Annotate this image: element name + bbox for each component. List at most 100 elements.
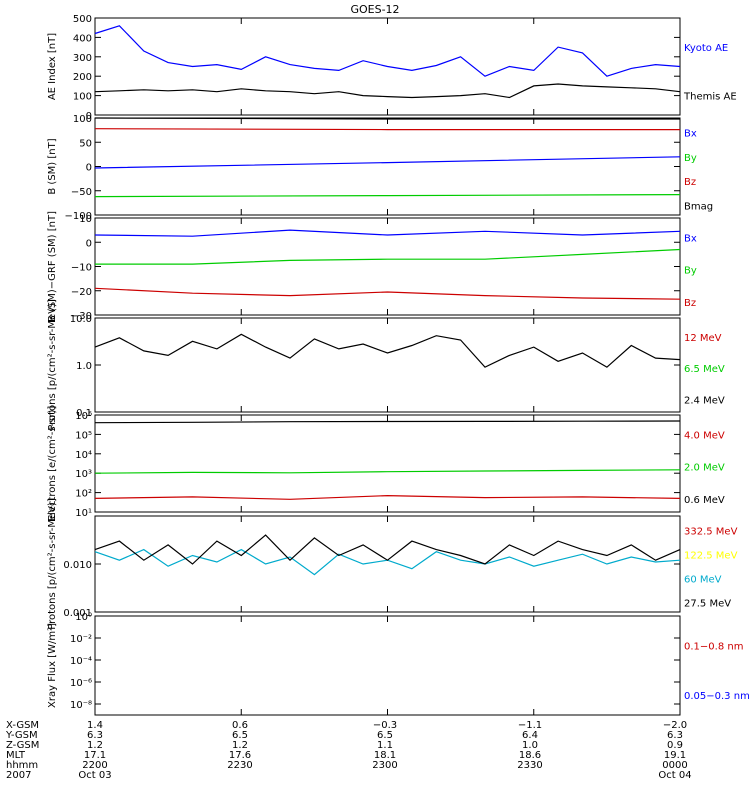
- y-tick-label: −100: [65, 211, 92, 222]
- series-line: [94, 333, 681, 368]
- series-line: [94, 229, 681, 237]
- panel-protons2: 0.001 0.010 Protons [p/(cm²-s-sr-MeV)] 332.…: [47, 498, 738, 630]
- series-line: [94, 548, 681, 576]
- legend-label: Bx: [684, 233, 697, 244]
- y-tick-label: 1.0: [76, 361, 92, 372]
- legend-label: 60 MeV: [684, 574, 722, 585]
- legend-label: 27.5 MeV: [684, 598, 731, 609]
- footer-value: 0.6: [232, 720, 248, 731]
- footer-value: 1.4: [87, 720, 103, 731]
- panel-frame: [94, 317, 681, 413]
- y-tick-label: 300: [73, 53, 92, 64]
- footer-value: 1.0: [522, 740, 538, 751]
- legend-label: 12 MeV: [684, 333, 722, 344]
- footer-value: 17.6: [229, 750, 251, 761]
- y-axis-label: AE Index [nT]: [47, 33, 58, 100]
- y-tick-label: 10⁻⁸: [70, 700, 92, 711]
- panel-protons1: 0.1 1.0 10.0 Protons [p/(cm²-s-sr-MeV)] 12 M…: [47, 299, 725, 431]
- y-tick-label: 100: [73, 114, 92, 125]
- y-tick-label: 0.001: [63, 608, 92, 619]
- footer-value: 18.6: [519, 750, 541, 761]
- series-line: [94, 194, 681, 198]
- y-axis-label: Electrons [e/(cm²-s-sr)]: [47, 406, 58, 522]
- legend-label: 2.4 MeV: [684, 395, 725, 406]
- series-line: [94, 287, 681, 300]
- y-tick-label: 100: [73, 92, 92, 103]
- footer-value: 1.2: [232, 740, 248, 751]
- y-tick-label: −50: [71, 187, 92, 198]
- y-tick-label: 500: [73, 14, 92, 25]
- footer-row-label: Y-GSM: [5, 730, 38, 741]
- series-line: [94, 128, 680, 131]
- y-tick-label: 200: [73, 72, 92, 83]
- y-axis-label: Protons [p/(cm²-s-sr-MeV)]: [47, 498, 58, 630]
- legend-label: 0.1−0.8 nm: [684, 642, 743, 653]
- footer-value: 18.1: [374, 750, 396, 761]
- panel-frame: [94, 515, 681, 613]
- y-tick-label: 400: [73, 33, 92, 44]
- legend-label: 4.0 MeV: [684, 430, 725, 441]
- panel-xray: 10⁻⁸ 10⁻⁶ 10⁻⁴ 10⁻² 10⁰ Xray Flux [W/m²] 0.1−0…: [47, 612, 750, 716]
- y-tick-label: 10⁶: [75, 411, 92, 422]
- legend-label: 2.0 MeV: [684, 463, 725, 474]
- chart-title: GOES-12: [350, 3, 399, 16]
- legend-label: Bmag: [684, 201, 713, 212]
- y-tick-label: 50: [79, 138, 92, 149]
- legend-label: Bx: [684, 129, 697, 140]
- legend-label: Kyoto AE: [684, 43, 728, 54]
- y-tick-label: 10⁴: [75, 450, 92, 461]
- panel-frame: [94, 615, 681, 716]
- y-tick-label: 10³: [75, 469, 92, 480]
- series-line: [94, 469, 681, 474]
- y-tick-label: 0: [86, 111, 92, 122]
- y-axis-label: Protons [p/(cm²-s-sr-MeV)]: [47, 299, 58, 431]
- legend-label: By: [684, 153, 697, 164]
- footer-row-label: hhmm: [6, 760, 38, 771]
- footer-value: 6.4: [522, 730, 538, 741]
- y-tick-label: 10⁻²: [70, 634, 92, 645]
- footer-value: Oct 04: [658, 770, 691, 781]
- footer-row-label: MLT: [6, 750, 26, 761]
- series-line: [95, 248, 681, 265]
- y-tick-label: 10: [79, 214, 92, 225]
- y-tick-label: 10.0: [70, 314, 92, 325]
- legend-label: 0.05−0.3 nm: [684, 691, 750, 702]
- y-axis-label: Xray Flux [W/m²]: [47, 623, 58, 708]
- y-tick-label: 0: [86, 163, 92, 174]
- footer-value: 0.9: [667, 740, 683, 751]
- y-tick-label: 0: [86, 238, 92, 249]
- legend-label: By: [684, 266, 697, 277]
- y-tick-label: 10⁻⁴: [70, 656, 92, 667]
- footer-value: 6.3: [667, 730, 683, 741]
- series-line: [94, 156, 681, 169]
- legend-label: Bz: [684, 298, 696, 309]
- footer-value: −1.1: [518, 720, 542, 731]
- series-line: [94, 25, 681, 77]
- footer-value: −2.0: [663, 720, 687, 731]
- legend-label: Bz: [684, 177, 696, 188]
- footer-value: 1.2: [87, 740, 103, 751]
- footer-value: 2200: [82, 760, 107, 771]
- y-tick-label: 10⁻⁶: [70, 678, 92, 689]
- y-tick-label: 10⁵: [75, 430, 92, 441]
- legend-label: Themis AE: [683, 92, 737, 103]
- legend-label: 332.5 MeV: [684, 526, 738, 537]
- footer-value: 17.1: [84, 750, 106, 761]
- footer-value: 6.3: [87, 730, 103, 741]
- y-tick-label: −10: [71, 263, 92, 274]
- legend-label: 6.5 MeV: [684, 364, 725, 375]
- series-line: [94, 494, 681, 500]
- footer-row-label: 2007: [6, 770, 31, 781]
- y-tick-label: −20: [71, 287, 92, 298]
- footer-value: 0000: [662, 760, 687, 771]
- y-tick-label: 10¹: [75, 508, 92, 519]
- panel-electrons: 10¹ 10² 10³ 10⁴ 10⁵ 10⁶ Electrons [e/(cm²-s-sr…: [47, 406, 725, 522]
- y-tick-label: 0.1: [76, 408, 92, 419]
- y-axis-label: B (SM) [nT]: [47, 138, 58, 194]
- series-line: [94, 420, 681, 424]
- footer-value: 19.1: [664, 750, 686, 761]
- y-tick-label: −30: [71, 311, 92, 322]
- y-axis-label: B (SM)−GRF (SM) [nT]: [47, 211, 58, 322]
